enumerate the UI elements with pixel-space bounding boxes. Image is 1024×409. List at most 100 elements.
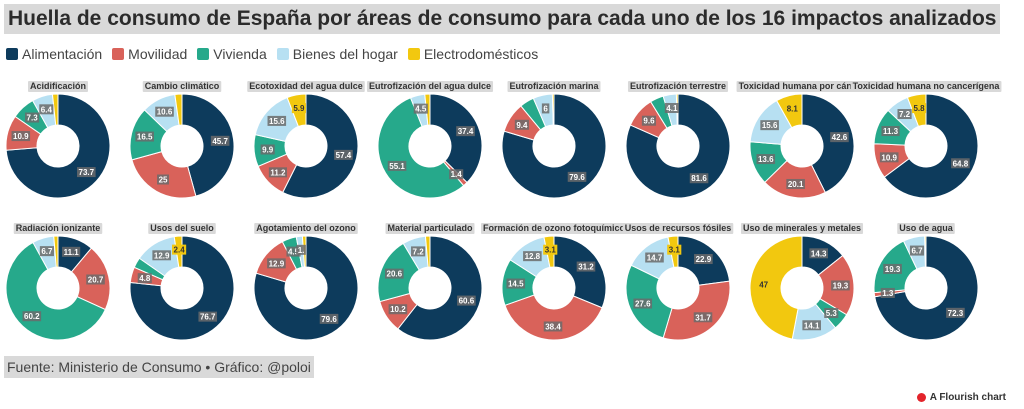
donut-value-label: 73.7	[79, 168, 95, 177]
donut-value-label-bg	[387, 160, 407, 171]
donut-value-label-bg	[543, 244, 558, 255]
legend-swatch	[112, 48, 125, 60]
donut-value-label-bg	[334, 149, 353, 160]
donut-title-bg	[740, 223, 864, 234]
donut-value-label: 6	[543, 104, 548, 113]
donut-value-label: 12.9	[154, 251, 170, 260]
donut-value-label-bg	[641, 115, 657, 126]
donut-value-label: 79.6	[321, 315, 337, 324]
donut-value-label-bg	[756, 154, 776, 165]
donut-value-label-bg	[152, 250, 171, 261]
donut-value-label-bg	[881, 126, 900, 137]
donut-value-label: 5.3	[826, 309, 838, 318]
donut-title-bg	[13, 223, 103, 234]
donut-slice-movilidad[interactable]	[504, 294, 603, 341]
donut-slice-electrodomesticos[interactable]	[51, 93, 59, 126]
legend-item-vivienda[interactable]: Vivienda	[197, 46, 267, 62]
donut-value-label-bg	[809, 248, 829, 259]
donut-value-label: 1.3	[882, 289, 894, 298]
donut-title-bg	[27, 81, 89, 92]
donut-title-bg	[481, 223, 627, 234]
donut-title: Cambio climático	[145, 81, 220, 91]
donut-value-label: 76.7	[200, 313, 216, 322]
donut-value-label: 6.7	[911, 247, 923, 256]
flourish-logo-icon	[916, 393, 926, 402]
donut-value-label-bg	[645, 252, 664, 263]
donut-value-label: 60.6	[459, 297, 475, 306]
donut-value-label-bg	[62, 246, 81, 257]
donut-value-label: 8.1	[787, 105, 799, 114]
donut-value-label-bg	[897, 109, 912, 120]
flourish-credit[interactable]: A Flourish chart	[916, 392, 1006, 403]
donut-value-label-bg	[786, 178, 805, 189]
donut-value-label: 9.9	[262, 146, 274, 155]
donut-chart: Toxicidad humana no cancerígena 64.8 10.9 1…	[850, 81, 1002, 199]
donut-value-label: 79.6	[569, 173, 585, 182]
donut-slice-movilidad[interactable]	[662, 280, 731, 341]
donut-value-label: 60.2	[24, 312, 40, 321]
donut-title-bg	[897, 223, 955, 234]
donut-chart: Cambio climático 45.7 25 16.5 10.6	[129, 81, 235, 199]
donut-value-label: 19.3	[833, 281, 849, 290]
donut-value-label-bg	[951, 158, 970, 169]
donut-slice-alimentacion[interactable]	[625, 93, 731, 199]
legend-label: Movilidad	[128, 46, 188, 62]
legend-item-electrodomesticos[interactable]: Electrodomésticos	[407, 46, 538, 62]
donut-slice-alimentacion[interactable]	[553, 235, 607, 309]
donut-slice-electrodomesticos[interactable]	[53, 235, 59, 268]
donut-value-label-bg	[449, 169, 464, 180]
donut-value-label-bg	[506, 278, 526, 289]
donut-value-label: 9.6	[643, 117, 655, 126]
donut-slice-electrodomesticos[interactable]	[749, 235, 803, 340]
source-note: Fuente: Ministerio de Consumo • Gráfico:…	[4, 356, 314, 378]
donut-slice-electrodomesticos[interactable]	[174, 93, 183, 126]
donut-value-label: 57.4	[336, 151, 352, 160]
legend-swatch	[197, 48, 210, 60]
donut-slice-alimentacion[interactable]	[181, 93, 235, 197]
donut-slice-electrodomesticos[interactable]	[551, 93, 555, 126]
donut-title: Toxicidad humana por cáncer	[739, 81, 866, 91]
donut-chart: Toxicidad humana por cáncer 42.6 20.1 13.6 1…	[736, 81, 868, 199]
donut-value-label-bg	[523, 251, 542, 262]
donut-slice-alimentacion[interactable]	[429, 93, 483, 184]
donut-value-label-bg	[39, 246, 54, 257]
donut-value-label: 12.9	[269, 259, 285, 268]
donut-slice-alimentacion[interactable]	[883, 93, 979, 199]
legend-label: Bienes del hogar	[292, 46, 398, 62]
donut-value-label: 4.1	[666, 104, 678, 113]
donut-value-label: 3.1	[669, 246, 681, 255]
donut-value-label-bg	[137, 273, 152, 284]
donut-value-label: 22.9	[696, 255, 712, 264]
donut-title-bg	[736, 81, 868, 92]
donut-value-label: 13.6	[758, 155, 774, 164]
donut-title-bg	[142, 81, 222, 92]
donut-slice-vivienda[interactable]	[377, 97, 465, 199]
donut-value-label: 47	[759, 280, 768, 289]
donut-value-label: 6.7	[41, 247, 53, 256]
donut-title-bg	[148, 223, 216, 234]
legend: Alimentación Movilidad Vivienda Bienes d…	[6, 46, 538, 62]
legend-item-alimentacion[interactable]: Alimentación	[6, 46, 102, 62]
donut-value-label-bg	[457, 295, 476, 306]
donut-slice-alimentacion[interactable]	[397, 235, 483, 341]
donut-slice-electrodomesticos[interactable]	[424, 235, 431, 268]
donut-title: Usos de recursos fósiles	[625, 223, 732, 233]
donut-value-label: 7.2	[899, 110, 911, 119]
donut-value-label-bg	[880, 287, 895, 298]
donut-slice-electrodomesticos[interactable]	[924, 235, 927, 268]
donut-value-label-bg	[77, 167, 96, 178]
donut-value-label-bg	[543, 321, 563, 332]
donut-slice-alimentacion[interactable]	[801, 93, 855, 194]
donut-value-label: 9.4	[516, 121, 528, 130]
donut-value-label: 10.9	[881, 153, 897, 162]
donut-chart: Uso de agua 72.3 1.3 19.3 6.7	[873, 223, 979, 341]
donut-slice-alimentacion[interactable]	[282, 93, 359, 199]
legend-item-bienes-del-hogar[interactable]: Bienes del hogar	[276, 46, 398, 62]
donut-value-label: 1.	[298, 246, 305, 255]
donut-value-label: 64.8	[953, 159, 969, 168]
legend-item-movilidad[interactable]: Movilidad	[112, 46, 187, 62]
donut-value-label: 20.6	[387, 270, 403, 279]
donut-value-label-bg	[411, 246, 426, 257]
donut-value-label: 15.6	[269, 117, 285, 126]
donut-chart: Ecotoxidad del agua dulce 57.4 11.2 9.9 15.6…	[247, 81, 365, 199]
